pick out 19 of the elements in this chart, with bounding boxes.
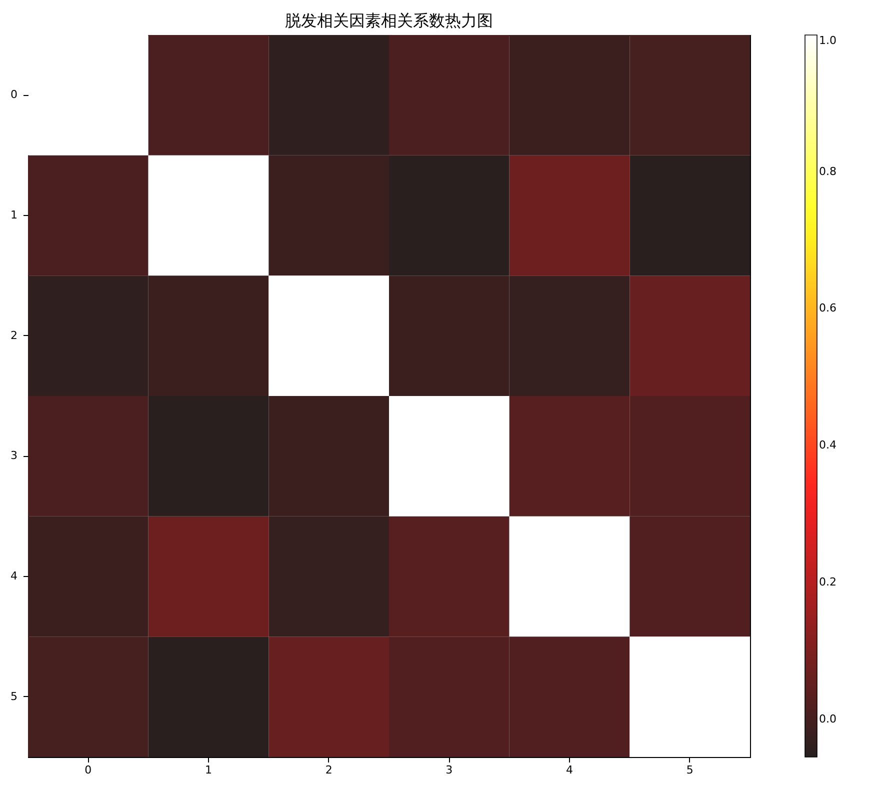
color-bar-label: 0.0 <box>819 712 836 726</box>
y-tick-label: 5 <box>10 690 18 703</box>
x-tick-label: 3 <box>446 764 453 776</box>
x-tick-label: 4 <box>566 764 573 776</box>
y-tick-label: 3 <box>10 449 18 462</box>
color-bar-label: 0.6 <box>819 302 836 315</box>
color-bar-label: 0.2 <box>819 575 836 588</box>
chart-title: 脱发相关因素相关系数热力图 <box>285 11 493 30</box>
x-tick-label: 1 <box>205 764 212 776</box>
color-bar-label: 1.0 <box>819 34 836 47</box>
y-tick-label: 2 <box>10 328 18 342</box>
y-tick-label: 4 <box>10 570 18 582</box>
x-tick-label: 0 <box>84 764 92 776</box>
y-tick-label: 1 <box>10 208 18 222</box>
y-tick-label: 0 <box>10 88 18 102</box>
color-bar-label: 0.8 <box>819 164 836 178</box>
x-tick-label: 2 <box>325 764 332 776</box>
color-bar-label: 0.4 <box>819 438 836 452</box>
x-tick-label: 5 <box>686 764 694 776</box>
